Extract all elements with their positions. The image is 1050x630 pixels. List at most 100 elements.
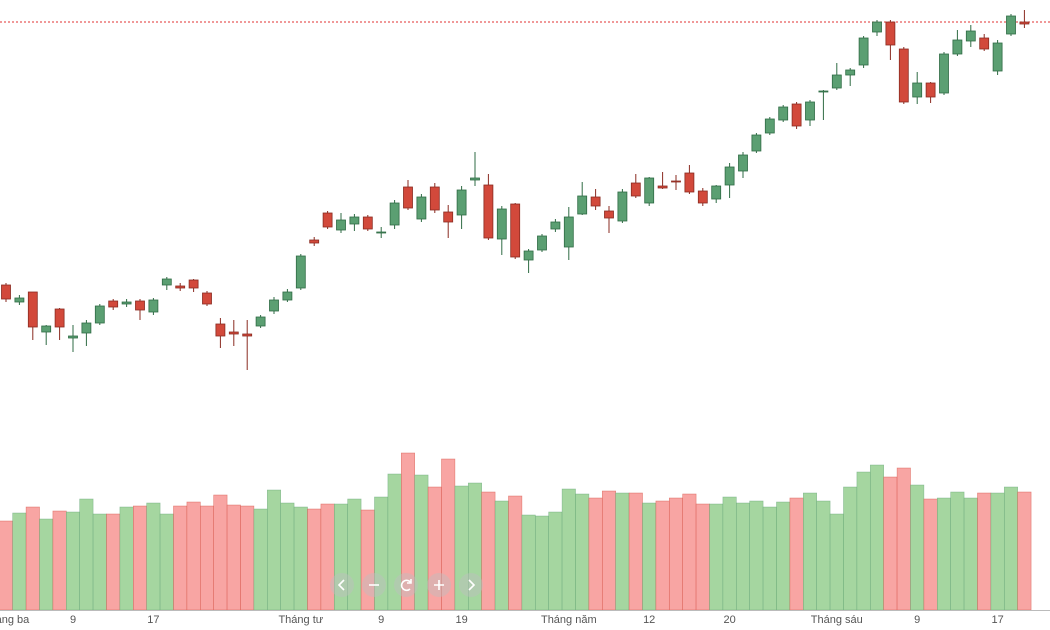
candle-body [791,103,802,127]
volume-bar [762,506,777,611]
volume-bar [869,464,884,611]
candle-body [483,184,494,239]
volume-bar [655,500,670,611]
candle-body [336,219,346,231]
candle-body [242,333,253,337]
candle-body [496,208,507,240]
candle-body [912,82,923,98]
volume-bar [668,497,683,611]
x-tick-label: Tháng ba [0,614,30,626]
volume-bar [548,511,563,611]
candle-body [295,255,306,289]
candle-body [617,191,628,222]
x-tick-label: 20 [723,614,735,626]
candle-body [148,299,159,313]
volume-bar [588,497,603,611]
candle-body [14,297,25,303]
volume-bar [977,492,992,611]
volume-bar [253,508,268,611]
candle-body [764,118,775,134]
volume-bar [12,512,27,611]
zoom-out-button[interactable] [362,573,386,597]
candle-body [711,185,722,200]
volume-bar [816,500,831,611]
reset-button[interactable] [394,573,418,597]
candle-body [215,323,226,337]
volume-bar [240,505,255,611]
candle-body [925,82,936,98]
volume-bar [776,501,791,611]
volume-bar [1017,491,1032,611]
volume-bar [749,500,764,611]
candle-body [630,182,641,197]
volume-bar [829,513,844,611]
volume-bar [802,492,817,611]
candle-body [563,216,574,248]
plot [0,10,1050,611]
candle-body [456,189,467,216]
volume-bar [534,515,549,611]
candle-body [537,235,547,251]
candle-body [550,221,561,230]
volume-bar [789,497,804,611]
candle-body [27,291,38,328]
x-tick-label: 12 [643,614,655,626]
candle-body [845,69,856,76]
volume-bar [52,510,67,611]
candle-body [443,211,454,223]
candle-body [188,279,199,289]
x-tick-label: Tháng năm [541,614,597,626]
candle-body [121,301,132,305]
volume-bar [79,498,94,611]
volume-bar [896,467,911,611]
candle-body [282,291,293,301]
volume-bar [695,503,710,611]
x-tick-label: 9 [914,614,920,626]
candle-body [175,285,186,289]
zoom-in-button[interactable] [427,573,451,597]
scroll-left-button[interactable] [330,573,354,597]
volume-bar [307,508,322,611]
x-tick-label: Tháng sáu [811,614,863,626]
candle-body [885,21,896,46]
candle-body [751,134,762,152]
volume-bar [39,518,54,611]
candle-body [81,322,92,334]
candle-body [939,53,949,94]
candle-body [671,180,681,183]
volume-bar [92,513,107,611]
candle-body [322,212,333,228]
candle-body [41,325,52,333]
volume-bar [575,493,590,611]
volume-bar [494,500,509,611]
candle-body [470,177,480,181]
candle-body [858,37,869,66]
volume-bar [883,476,898,611]
candle-body [429,186,440,211]
candle-body [1006,15,1016,35]
volume-bar [722,496,737,611]
candle-body [577,195,588,215]
scroll-right-button[interactable] [459,573,483,597]
candle-body [403,186,413,209]
candle-body [1,284,11,300]
candle-body [54,308,65,328]
candle-body [992,42,1003,72]
volume-bar [119,506,134,611]
candle-body [872,21,882,33]
volume-bar [320,503,335,611]
candle-body [778,106,789,121]
volume-bar [159,513,174,611]
candle-body [389,202,400,226]
candle-body [349,216,360,225]
nav-buttons [330,573,483,597]
volume-bar [106,513,121,611]
x-tick-label: Tháng tư [278,614,323,626]
x-tick-label: 17 [147,614,159,626]
volume-bar [186,501,201,611]
volume-bar [561,488,576,611]
candle-body [965,30,976,42]
volume-bar [173,505,188,611]
candle-body [1019,21,1030,25]
candle-body [898,48,909,103]
